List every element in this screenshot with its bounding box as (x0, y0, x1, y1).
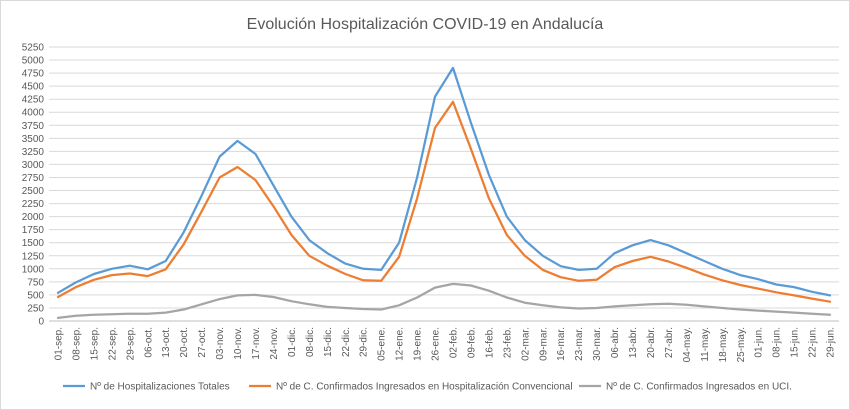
series-line (56, 100, 832, 303)
x-tick-label: 22-dic. (341, 327, 352, 357)
x-tick-label: 04-may. (682, 327, 693, 362)
y-tick-label: 4250 (22, 95, 45, 106)
x-tick-label: 23-feb. (502, 327, 513, 358)
x-tick-label: 03-nov. (215, 327, 226, 360)
x-tick-label: 05-ene. (377, 327, 388, 361)
y-tick-label: 2000 (22, 212, 45, 223)
y-tick-label: 3750 (22, 121, 45, 132)
x-tick-label: 29-dic. (359, 327, 370, 357)
x-tick-label: 15-sep. (89, 327, 100, 360)
x-tick-label: 01-sep. (53, 327, 64, 360)
x-tick-label: 22-sep. (107, 327, 118, 360)
x-tick-label: 30-mar. (592, 327, 603, 361)
legend-label: Nº de Hospitalizaciones Totales (90, 382, 230, 393)
x-tick-label: 23-mar. (574, 327, 585, 361)
series-line (56, 66, 832, 297)
legend-label: Nº de C. Confirmados Ingresados en UCI. (606, 382, 792, 393)
x-tick-label: 02-feb. (448, 327, 459, 358)
y-tick-label: 3000 (22, 160, 45, 171)
x-tick-label: 08-dic. (305, 327, 316, 357)
x-tick-label: 15-jun. (790, 327, 801, 358)
legend: Nº de Hospitalizaciones Totales Nº de C. … (63, 382, 792, 393)
gridlines (49, 46, 839, 322)
x-tick-label: 17-nov. (251, 327, 262, 360)
y-tick-label: 5000 (22, 56, 45, 67)
y-tick-label: 4000 (22, 108, 45, 119)
series-line (56, 282, 832, 320)
y-tick-label: 0 (38, 317, 44, 328)
x-tick-label: 27-abr. (664, 327, 675, 358)
x-tick-label: 22-jun. (808, 327, 819, 358)
y-axis-ticks: 0 250 500 750 1000 1250 1500 1750 2000 2250 2500 27… (22, 43, 45, 328)
x-tick-label: 06-abr. (610, 327, 621, 358)
x-tick-label: 08-jun. (772, 327, 783, 358)
x-tick-label: 24-nov. (269, 327, 280, 360)
x-tick-label: 01-dic. (287, 327, 298, 357)
x-tick-label: 12-ene. (395, 327, 406, 361)
x-tick-label: 26-ene. (431, 327, 442, 361)
x-tick-label: 15-dic. (323, 327, 334, 357)
y-tick-label: 750 (27, 277, 44, 288)
x-tick-label: 29-sep. (125, 327, 136, 360)
y-tick-label: 3250 (22, 147, 45, 158)
y-tick-label: 1500 (22, 238, 45, 249)
y-tick-label: 2750 (22, 173, 45, 184)
x-tick-label: 01-jun. (754, 327, 765, 358)
y-tick-label: 5250 (22, 43, 45, 54)
x-tick-label: 20-oct. (179, 327, 190, 358)
y-tick-label: 1250 (22, 251, 45, 262)
x-tick-label: 16-feb. (484, 327, 495, 358)
legend-label: Nº de C. Confirmados Ingresados en Hospi… (276, 382, 573, 393)
x-tick-label: 09-mar. (538, 327, 549, 361)
series-lines (56, 66, 832, 320)
x-tick-label: 16-mar. (556, 327, 567, 361)
x-tick-label: 09-feb. (466, 327, 477, 358)
x-tick-label: 13-oct. (161, 327, 172, 358)
x-tick-label: 13-abr. (628, 327, 639, 358)
x-tick-label: 06-oct. (143, 327, 154, 358)
x-tick-label: 11-may. (700, 327, 711, 362)
x-tick-label: 08-sep. (71, 327, 82, 360)
x-tick-label: 29-jun. (826, 327, 837, 358)
x-tick-label: 20-abr. (646, 327, 657, 358)
y-tick-label: 500 (27, 290, 44, 301)
x-tick-label: 18-may. (718, 327, 729, 362)
y-tick-label: 3500 (22, 134, 45, 145)
x-axis-ticks: 01-sep. 08-sep. 15-sep. 22-sep. 29-sep. 06-oc… (53, 327, 836, 362)
y-tick-label: 2250 (22, 199, 45, 210)
y-tick-label: 1750 (22, 225, 45, 236)
x-tick-label: 10-nov. (233, 327, 244, 360)
y-tick-label: 4750 (22, 69, 45, 80)
x-tick-label: 19-ene. (413, 327, 424, 361)
chart-title: Evolución Hospitalización COVID-19 en An… (247, 16, 604, 33)
x-tick-label: 25-may. (736, 327, 747, 362)
x-tick-label: 02-mar. (520, 327, 531, 361)
x-tick-label: 27-oct. (197, 327, 208, 358)
y-tick-label: 4500 (22, 82, 45, 93)
y-tick-label: 1000 (22, 264, 45, 275)
y-tick-label: 2500 (22, 186, 45, 197)
y-tick-label: 250 (27, 303, 44, 314)
